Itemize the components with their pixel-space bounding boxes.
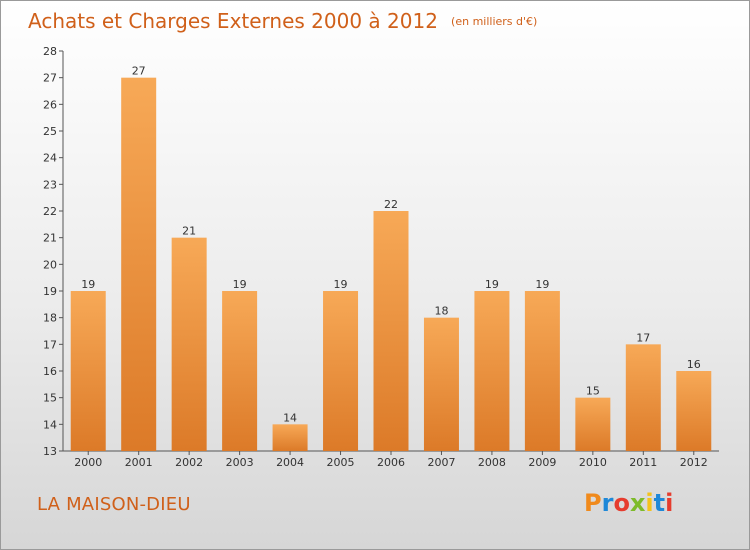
x-tick-label: 2002: [175, 456, 203, 469]
value-label: 17: [636, 331, 650, 344]
x-tick-label: 2009: [528, 456, 556, 469]
logo-letter: i: [665, 489, 674, 517]
bar-2010: [575, 397, 611, 451]
y-tick-label: 21: [43, 232, 57, 245]
x-tick-label: 2004: [276, 456, 304, 469]
value-label: 19: [485, 278, 499, 291]
logo-letter: x: [629, 489, 646, 517]
x-tick-label: 2007: [427, 456, 455, 469]
y-tick-label: 26: [43, 98, 57, 111]
y-tick-label: 24: [43, 152, 57, 165]
y-tick-label: 13: [43, 445, 57, 458]
y-tick-label: 16: [43, 365, 57, 378]
logo-letter: r: [601, 489, 614, 517]
y-tick-label: 25: [43, 125, 57, 138]
y-tick-label: 17: [43, 338, 57, 351]
bar-2012: [676, 371, 712, 451]
x-tick-label: 2001: [125, 456, 153, 469]
value-label: 19: [81, 278, 95, 291]
bar-2002: [171, 237, 207, 451]
chart-subtitle: (en milliers d'€): [451, 15, 538, 28]
bar-2000: [70, 291, 106, 451]
y-tick-label: 28: [43, 45, 57, 58]
y-tick-label: 23: [43, 178, 57, 191]
labels: 2000 19 2001 27 2002 21 2003 19 2004 14 2005 19 2006…: [74, 65, 708, 469]
x-tick-label: 2011: [629, 456, 657, 469]
bar-2008: [474, 291, 510, 451]
axes: 13 14 15 16 17 18 19 20 21 22 23 24 25 26 27 28: [43, 45, 719, 458]
bars: [70, 77, 712, 452]
x-tick-label: 2000: [74, 456, 102, 469]
y-tick-label: 19: [43, 285, 57, 298]
value-label: 22: [384, 198, 398, 211]
x-tick-label: 2010: [579, 456, 607, 469]
value-label: 19: [535, 278, 549, 291]
y-tick-label: 15: [43, 392, 57, 405]
bar-2001: [121, 77, 157, 452]
title-line: Achats et Charges Externes 2000 à 2012 (…: [28, 9, 537, 33]
value-label: 21: [182, 225, 196, 238]
logo-letter: i: [645, 489, 654, 517]
logo-letter: t: [653, 489, 666, 517]
bar-2003: [222, 291, 258, 451]
x-tick-label: 2008: [478, 456, 506, 469]
logo-letter: o: [613, 489, 630, 517]
proxiti-logo[interactable]: Proxiti: [584, 489, 673, 517]
x-tick-label: 2005: [327, 456, 355, 469]
chart-title: Achats et Charges Externes 2000 à 2012: [28, 9, 438, 33]
bar-2006: [373, 211, 409, 451]
x-tick-label: 2006: [377, 456, 405, 469]
bar-2009: [524, 291, 560, 451]
bar-2004: [272, 424, 308, 451]
value-label: 19: [233, 278, 247, 291]
bar-2005: [323, 291, 359, 451]
y-tick-label: 20: [43, 258, 57, 271]
y-tick-label: 14: [43, 418, 57, 431]
value-label: 18: [434, 305, 448, 318]
value-label: 27: [132, 65, 146, 78]
value-label: 16: [687, 358, 701, 371]
logo-letter: P: [584, 489, 602, 517]
value-label: 19: [334, 278, 348, 291]
x-tick-label: 2003: [226, 456, 254, 469]
x-tick-label: 2012: [680, 456, 708, 469]
commune-name: LA MAISON-DIEU: [37, 494, 191, 515]
y-tick-label: 18: [43, 312, 57, 325]
bar-2007: [423, 317, 459, 451]
y-tick-label: 22: [43, 205, 57, 218]
value-label: 14: [283, 411, 297, 424]
value-label: 15: [586, 385, 600, 398]
bar-2011: [625, 344, 661, 451]
y-tick-label: 27: [43, 72, 57, 85]
